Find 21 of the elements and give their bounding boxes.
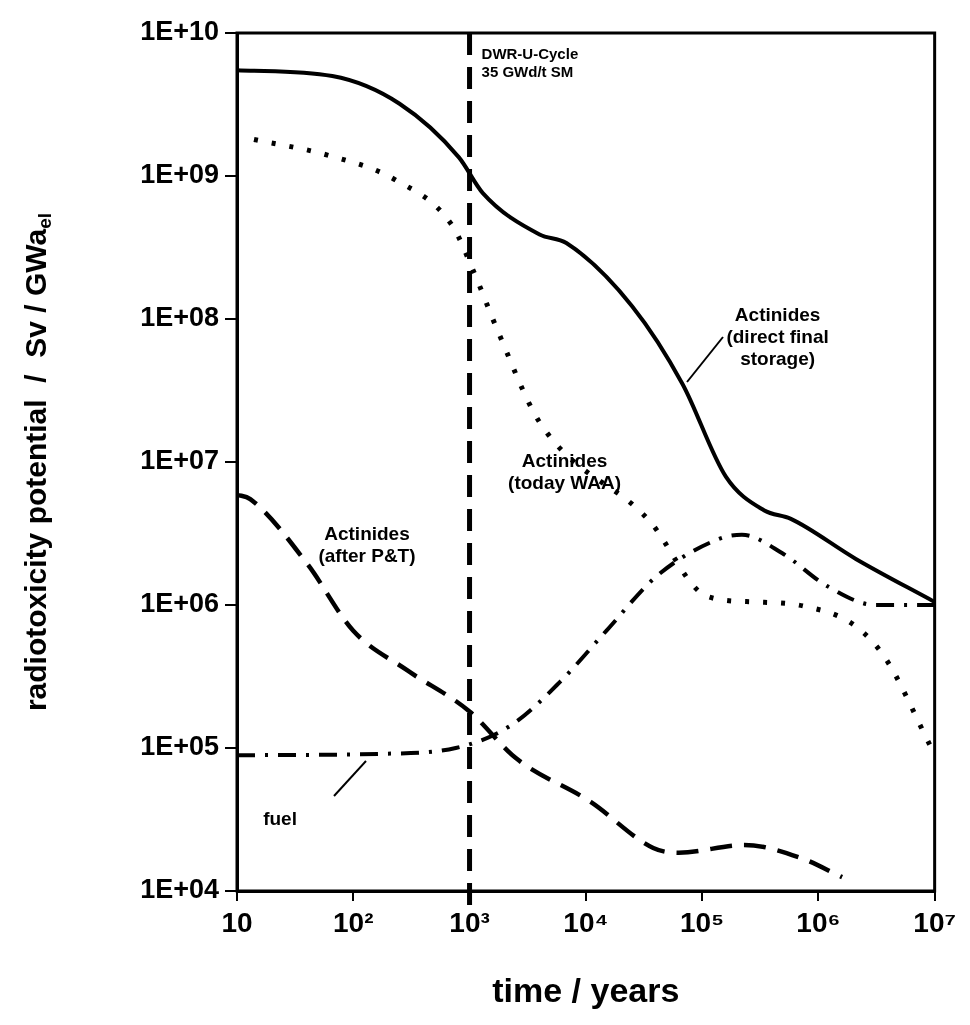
x-tick-label: 10⁷	[913, 906, 956, 938]
ref-line-label: DWR-U-Cycle 35 GWd/t SM	[481, 44, 579, 80]
y-tick-label: 1E+10	[140, 16, 219, 47]
series-label: Actinides (after P&T)	[318, 523, 416, 567]
y-tick-label: 1E+07	[140, 445, 219, 476]
x-tick-label: 10	[221, 906, 253, 938]
y-tick-label: 1E+06	[140, 588, 219, 619]
x-axis-title: time / years	[492, 970, 680, 1009]
y-tick-label: 1E+09	[140, 159, 219, 190]
text: fuel	[263, 807, 297, 829]
x-tick-label: 10⁴	[563, 906, 609, 938]
x-tick-label: 10²	[333, 906, 374, 938]
x-tick-label: 10³	[449, 906, 490, 938]
y-axis-title: radiotoxicity potential / Sv / GWael	[19, 212, 56, 712]
text: Actinides (direct final storage)	[726, 303, 829, 369]
x-tick-label: 10⁵	[679, 906, 725, 938]
y-tick-label: 1E+05	[140, 731, 219, 762]
y-tick-label: 1E+08	[140, 302, 219, 333]
x-tick-label: 10⁶	[796, 906, 841, 938]
series-label: Actinides (today WAA)	[508, 449, 622, 493]
y-tick-label: 1E+04	[140, 874, 219, 905]
